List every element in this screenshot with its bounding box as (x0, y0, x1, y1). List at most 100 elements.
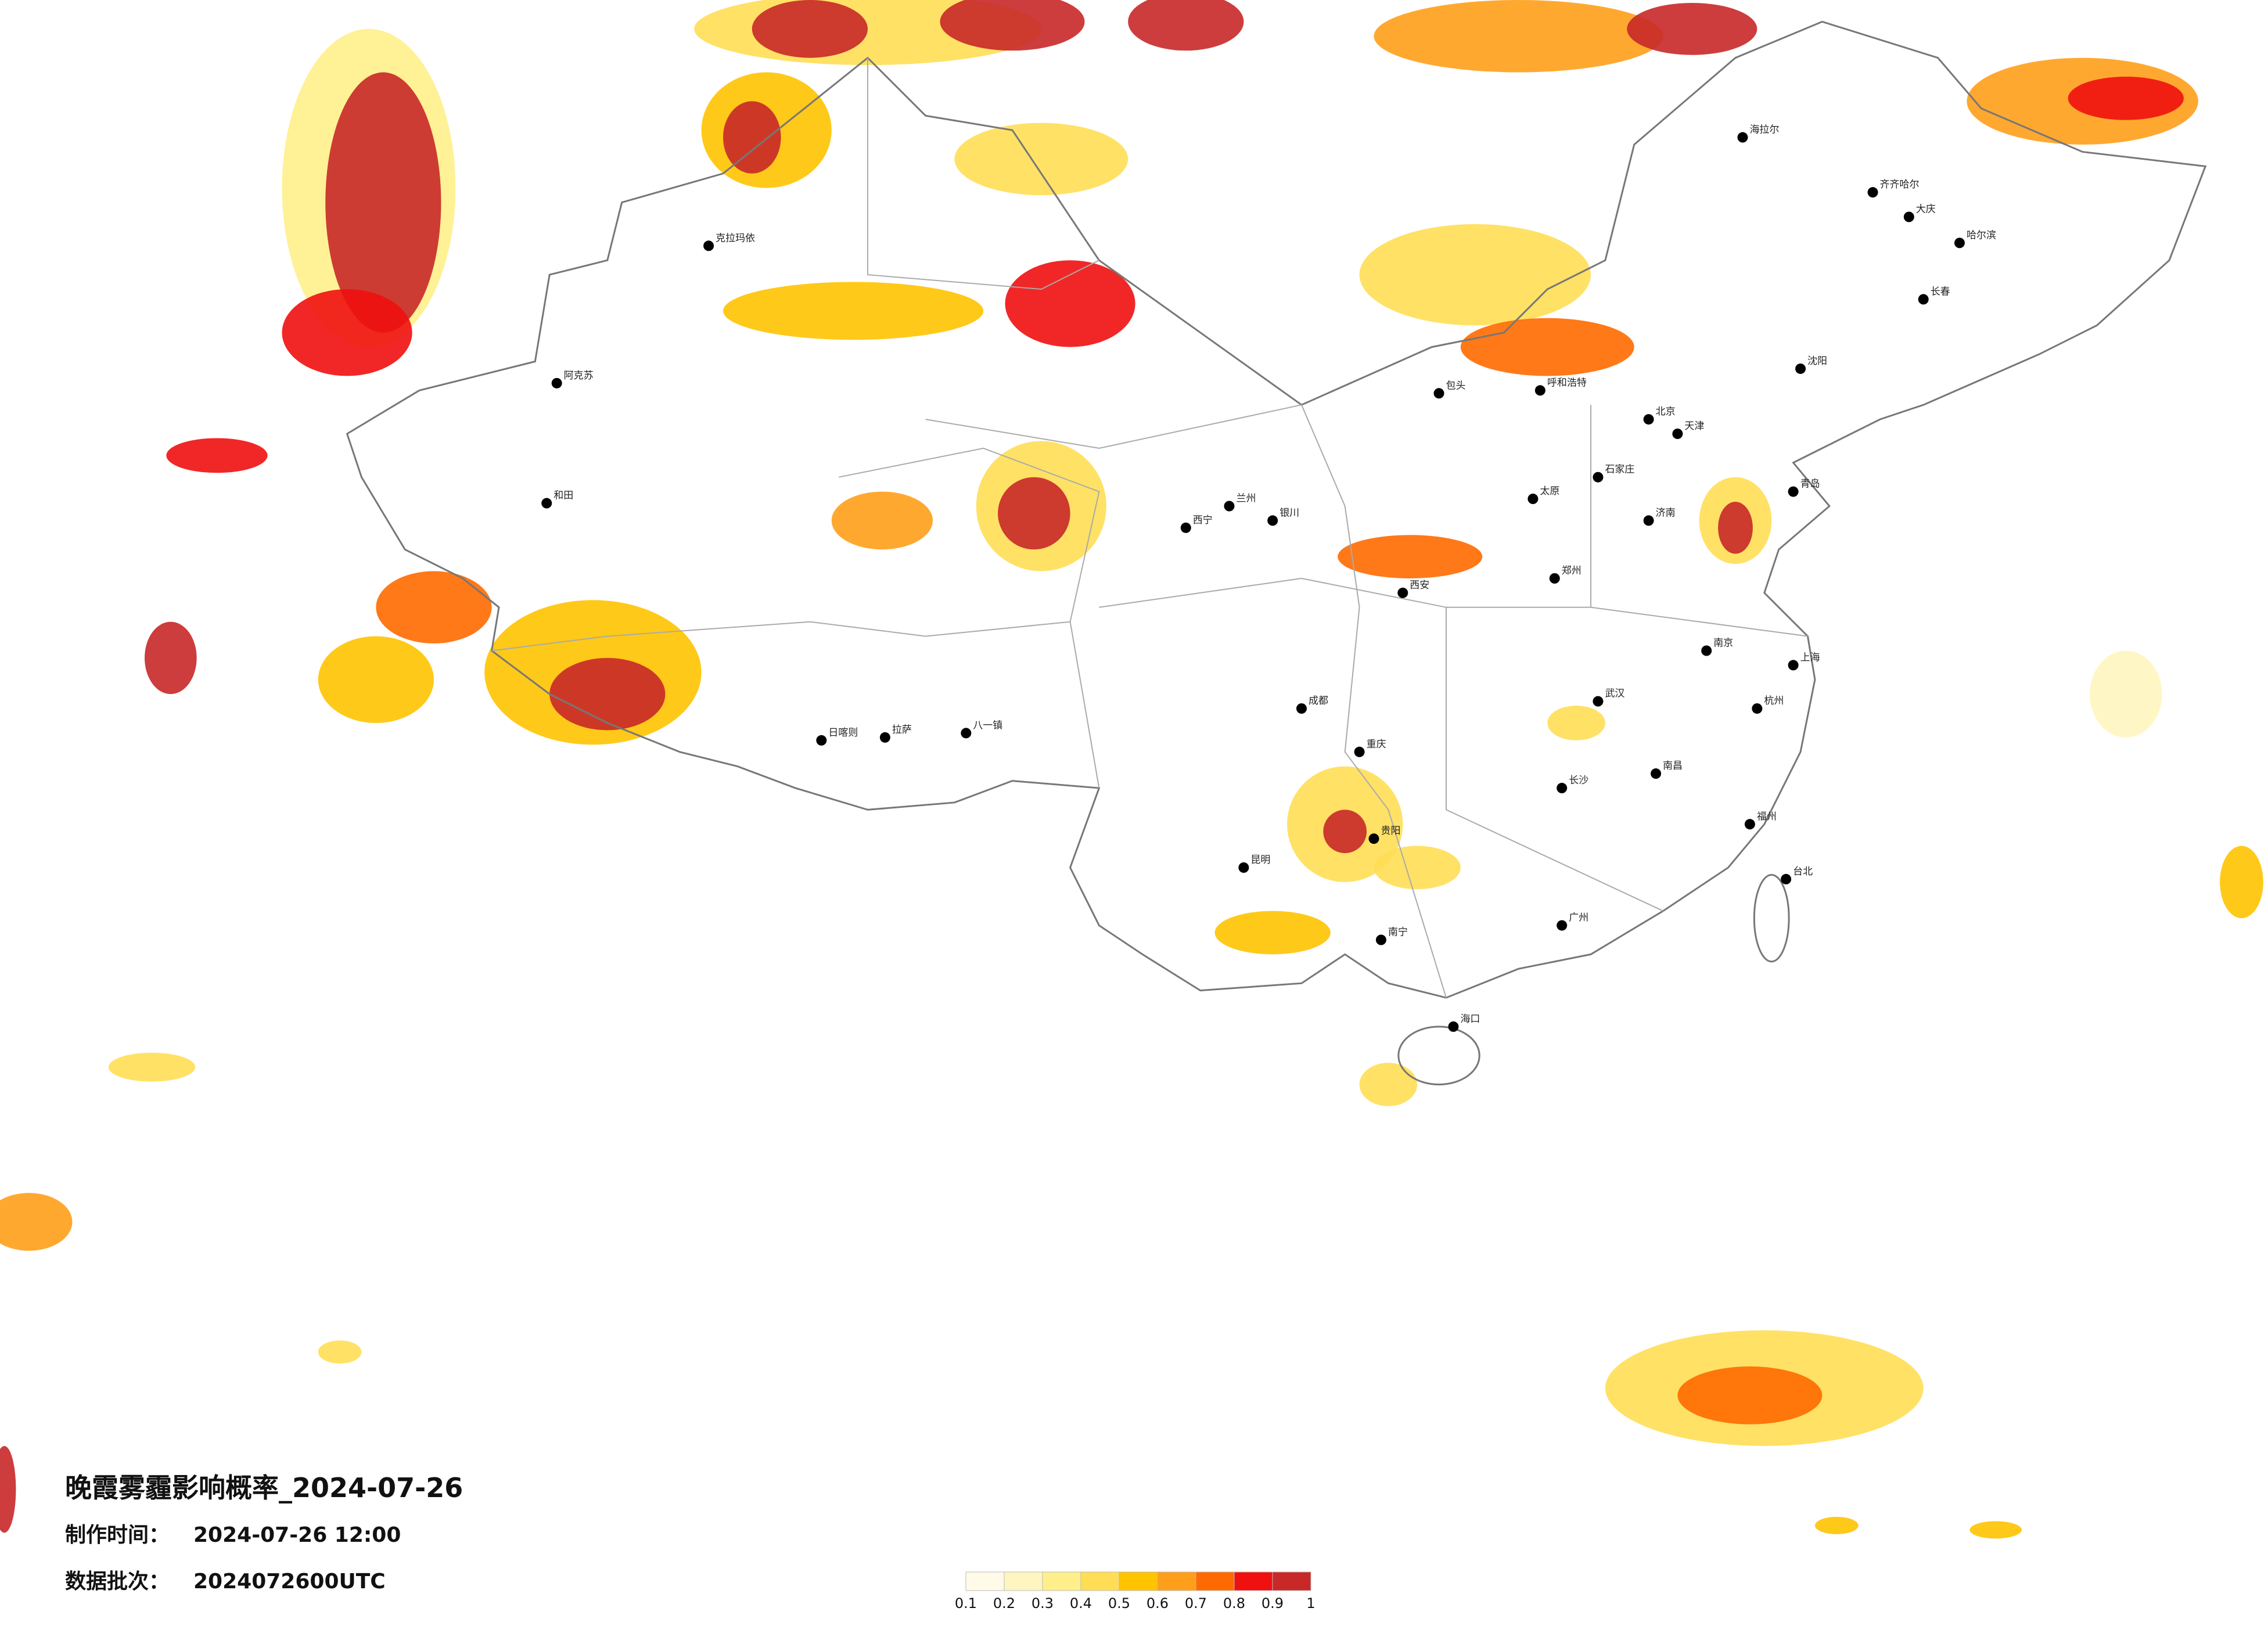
city-label: 哈尔滨 (1967, 229, 1996, 241)
city-dot (1267, 515, 1278, 526)
legend-swatch (1042, 1571, 1081, 1591)
city-label: 福州 (1757, 811, 1777, 822)
city-dot (1534, 385, 1545, 396)
haze-patch (831, 491, 933, 550)
city-dot (1368, 833, 1379, 844)
legend-swatch (1195, 1571, 1235, 1591)
city-label: 太原 (1540, 485, 1559, 497)
city-dot (1954, 238, 1965, 249)
city-label: 重庆 (1367, 739, 1386, 750)
province-border (839, 447, 1100, 789)
city-dot (879, 732, 890, 743)
haze-patch (1677, 1366, 1823, 1424)
city-dot (961, 728, 972, 739)
haze-patch (1359, 224, 1591, 326)
city-dot (1744, 819, 1755, 830)
city-dot (1672, 429, 1683, 439)
city-dot (1296, 703, 1307, 714)
city-label: 齐齐哈尔 (1880, 179, 1920, 190)
city-dot (1593, 472, 1604, 483)
city-dot (1433, 388, 1444, 399)
haze-patch (1128, 0, 1244, 51)
legend-label: 0.3 (1031, 1595, 1054, 1611)
haze-patch (998, 477, 1070, 550)
haze-patch (1374, 0, 1663, 73)
haze-patch (1005, 260, 1135, 347)
haze-patch (1374, 846, 1461, 890)
city-label: 武汉 (1605, 688, 1624, 700)
haze-patch (325, 72, 441, 333)
city-dot (703, 240, 714, 251)
haze-patch (549, 657, 666, 731)
city-label: 西宁 (1193, 515, 1213, 526)
legend-label: 0.7 (1185, 1595, 1207, 1611)
city-label: 石家庄 (1605, 464, 1634, 476)
legend-swatch (1080, 1571, 1120, 1591)
haze-patch (0, 1193, 73, 1251)
city-dot (551, 377, 562, 388)
city-dot (1549, 573, 1560, 584)
city-label: 青岛 (1800, 479, 1820, 490)
city-dot (1224, 501, 1235, 512)
legend-label: 0.2 (993, 1595, 1015, 1611)
city-label: 阿克苏 (564, 370, 594, 382)
city-dot (1375, 934, 1386, 945)
legend-label: 0.5 (1108, 1595, 1130, 1611)
province-border (1446, 607, 1663, 912)
city-label: 大庆 (1916, 204, 1936, 215)
city-dot (1593, 696, 1604, 707)
city-dot (1737, 132, 1748, 143)
city-label: 沈阳 (1807, 355, 1827, 367)
city-label: 长沙 (1569, 775, 1588, 786)
city-label: 济南 (1656, 507, 1676, 519)
haze-patch (1323, 810, 1367, 854)
city-label: 海拉尔 (1749, 124, 1779, 136)
city-label: 海口 (1460, 1013, 1480, 1025)
city-label: 台北 (1793, 866, 1813, 877)
city-label: 和田 (553, 490, 573, 502)
haze-patch (1969, 1521, 2022, 1539)
city-label: 南宁 (1388, 927, 1408, 938)
city-label: 兰州 (1237, 493, 1256, 505)
country-border (346, 20, 2207, 999)
city-label: 长春 (1931, 286, 1950, 297)
legend-swatch (1157, 1571, 1196, 1591)
city-label: 广州 (1569, 912, 1588, 924)
legend-label: 0.4 (1070, 1595, 1092, 1611)
haze-patch (723, 101, 781, 174)
city-dot (1903, 211, 1914, 222)
island-hainan (1397, 1026, 1480, 1085)
haze-patch (166, 438, 268, 473)
city-dot (1781, 873, 1792, 884)
haze-patch (0, 1446, 16, 1533)
island-taiwan (1753, 873, 1790, 963)
city-label: 天津 (1684, 420, 1704, 432)
city-dot (1788, 660, 1799, 671)
province-border (925, 404, 1302, 449)
haze-patch (1627, 2, 1757, 55)
province-border (1301, 404, 1447, 998)
legend-label: 0.1 (955, 1595, 977, 1611)
city-label: 西安 (1410, 580, 1429, 591)
haze-patch (1460, 318, 1634, 376)
haze-patch (1338, 535, 1483, 579)
time-label: 制作时间： (65, 1523, 170, 1547)
city-label: 包头 (1446, 380, 1466, 391)
city-label: 南昌 (1663, 760, 1683, 772)
city-label: 郑州 (1562, 565, 1582, 577)
haze-patch (2220, 846, 2263, 919)
city-dot (1795, 363, 1806, 374)
haze-patch (318, 1340, 362, 1364)
city-dot (1651, 768, 1662, 779)
city-label: 克拉玛依 (716, 232, 755, 244)
haze-patch (318, 636, 434, 724)
haze-patch (376, 571, 492, 644)
haze-patch (940, 0, 1085, 51)
haze-patch (1214, 911, 1331, 955)
city-dot (1643, 414, 1654, 425)
haze-patch (282, 289, 412, 376)
city-label: 贵阳 (1381, 825, 1401, 837)
legend-swatch (1272, 1571, 1311, 1591)
city-dot (1180, 522, 1191, 533)
